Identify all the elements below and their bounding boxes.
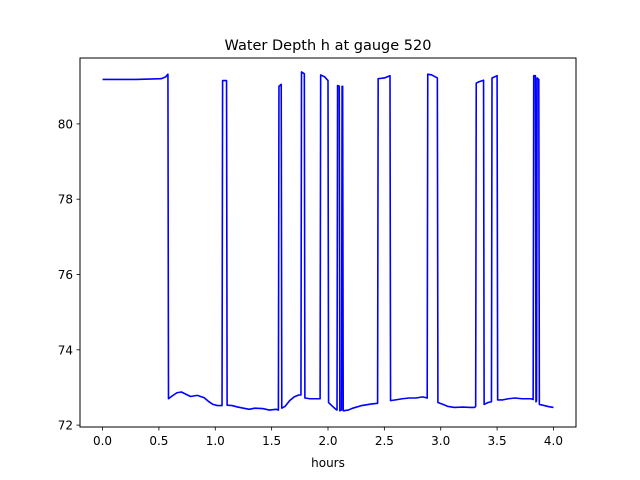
series-layer	[102, 71, 554, 412]
x-tick-label: 4.0	[544, 434, 563, 448]
x-tick-label: 1.5	[262, 434, 281, 448]
x-tick-label: 1.0	[206, 434, 225, 448]
x-tick-label: 2.5	[375, 434, 394, 448]
chart-title: Water Depth h at gauge 520	[225, 38, 432, 54]
y-tick-label: 78	[58, 193, 73, 207]
series-line-water-depth	[102, 71, 554, 412]
y-tick-label: 80	[58, 117, 73, 131]
x-tick-label: 3.5	[488, 434, 507, 448]
x-tick-label: 3.0	[431, 434, 450, 448]
x-axis: 0.0 0.5 1.0 1.5 2.0 2.5 3.0 3.5 4.0	[93, 427, 563, 448]
x-axis-label: hours	[311, 456, 345, 470]
y-tick-label: 74	[58, 343, 73, 357]
x-tick-label: 2.0	[318, 434, 337, 448]
x-tick-label: 0.0	[93, 434, 112, 448]
y-tick-label: 72	[58, 419, 73, 433]
x-tick-label: 0.5	[149, 434, 168, 448]
y-axis: 72 74 76 78 80	[58, 117, 80, 433]
y-tick-label: 76	[58, 268, 73, 282]
